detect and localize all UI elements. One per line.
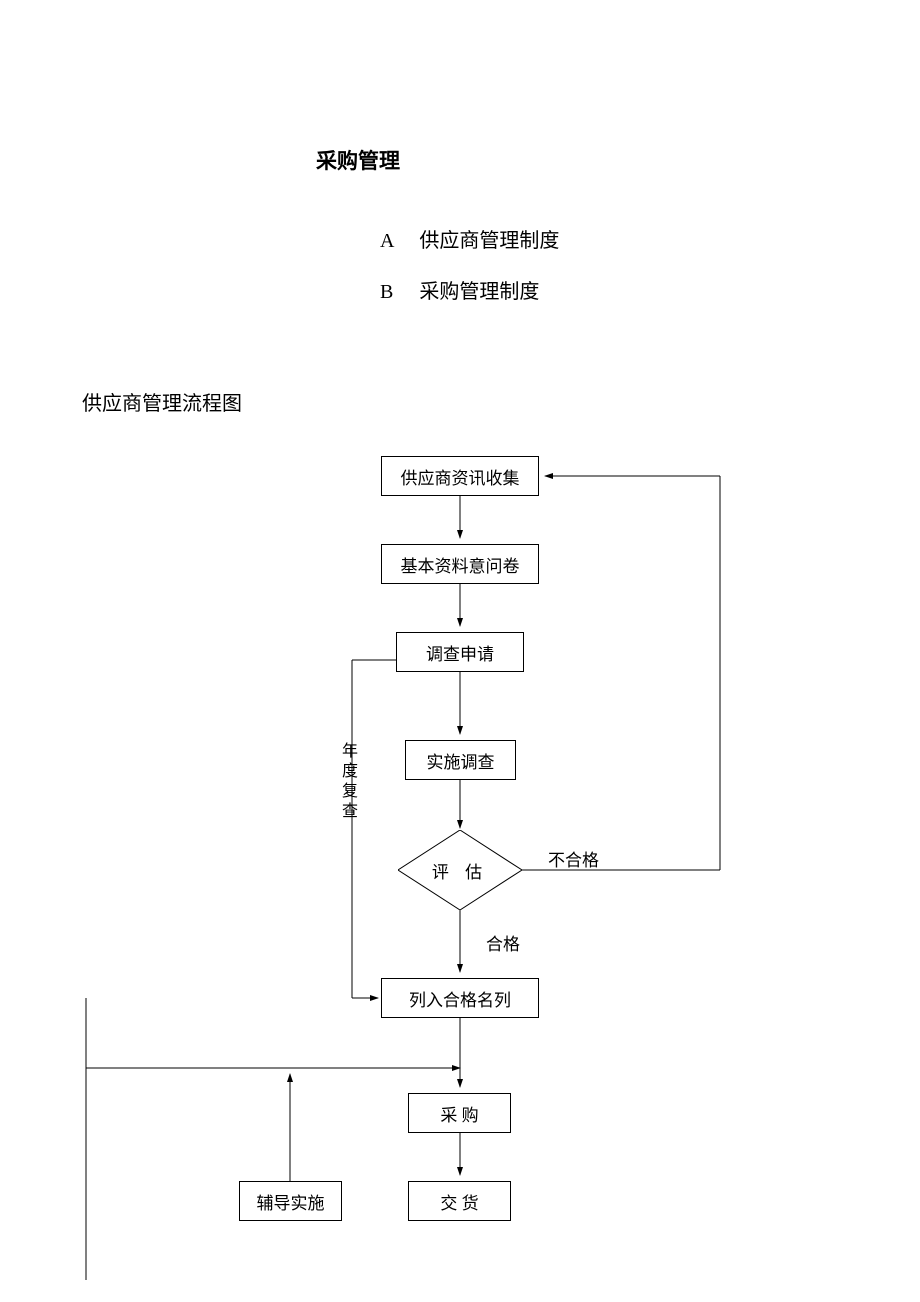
flowchart-decision-n5: 评 估 (398, 830, 522, 910)
toc-letter-b: B (380, 281, 393, 303)
vertical-label-annual-review: 年度复查 (335, 742, 359, 822)
flowchart-node-n1: 供应商资讯收集 (381, 456, 539, 496)
flowchart-node-n9: 辅导实施 (239, 1181, 342, 1221)
flowchart-node-n7: 采 购 (408, 1093, 511, 1133)
toc-item-a: A 供应商管理制度 (380, 224, 559, 253)
flowchart-node-n3: 调查申请 (396, 632, 524, 672)
toc-text-a: 供应商管理制度 (419, 230, 559, 252)
toc-item-b: B 采购管理制度 (380, 275, 539, 304)
section-heading: 供应商管理流程图 (82, 387, 242, 416)
flowchart-node-n8: 交 货 (408, 1181, 511, 1221)
toc-letter-a: A (380, 230, 393, 252)
edge-label-0: 不合格 (548, 846, 599, 871)
page-title: 采购管理 (316, 145, 400, 175)
edge-label-1: 合格 (486, 930, 520, 955)
flowchart-decision-label: 评 估 (398, 830, 522, 910)
flowchart-node-n4: 实施调查 (405, 740, 516, 780)
flowchart-node-n6: 列入合格名列 (381, 978, 539, 1018)
toc-text-b: 采购管理制度 (419, 281, 539, 303)
flowchart-node-n2: 基本资料意问卷 (381, 544, 539, 584)
flowchart-diagram: 供应商资讯收集基本资料意问卷调查申请实施调查列入合格名列采 购交 货 辅导实施 评 … (0, 450, 920, 1280)
